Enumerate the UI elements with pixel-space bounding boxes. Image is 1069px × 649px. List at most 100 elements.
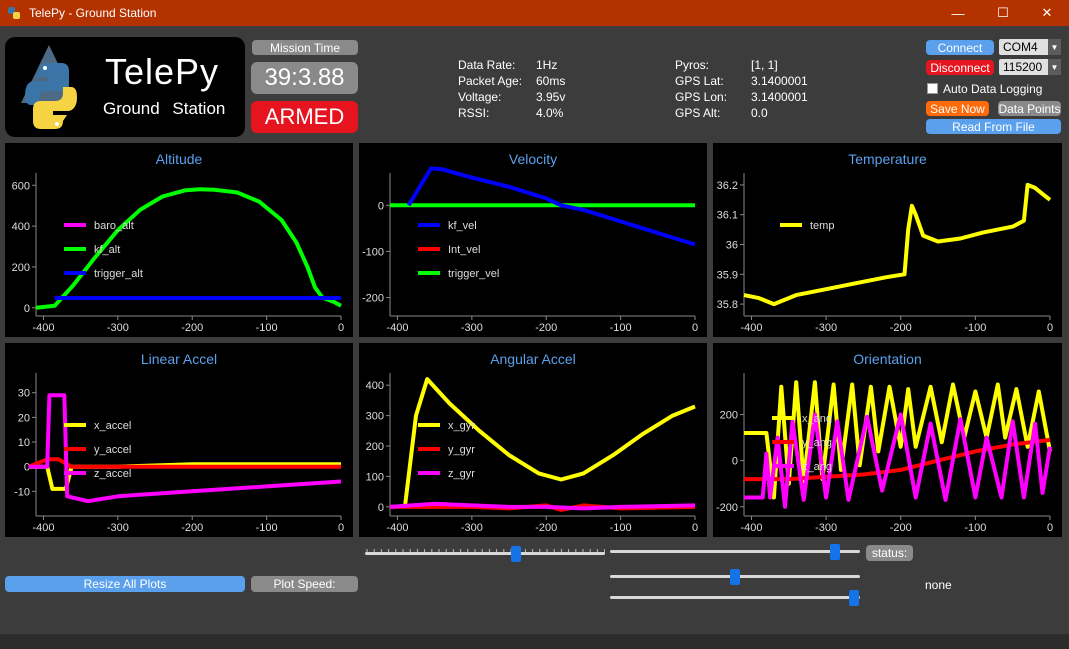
gps-lat-value: 3.1400001	[751, 74, 808, 88]
y-tick-label: 200	[12, 262, 30, 274]
y-tick-label: 0	[378, 200, 384, 212]
plot-orientation[interactable]: Orientation -400 -300 -200 -100 0 200 0 -200 x_an…	[713, 343, 1062, 537]
packet-age-value: 60ms	[536, 74, 566, 88]
baud-value: 115200	[1003, 60, 1043, 74]
legend-label: Int_vel	[448, 244, 480, 256]
legend-label: z_ang	[802, 461, 832, 473]
legend-label: kf_alt	[94, 244, 120, 256]
logo-subtitle: Ground Station	[103, 99, 226, 118]
plot-title: Temperature	[848, 151, 927, 167]
y-tick-label: 400	[366, 380, 384, 392]
mission-time-label: Mission Time	[252, 40, 358, 55]
plot-speed-label: Plot Speed:	[251, 576, 358, 592]
read-from-file-button[interactable]: Read From File	[926, 119, 1061, 134]
status-label: status:	[866, 545, 913, 561]
auto-logging-label: Auto Data Logging	[943, 82, 1043, 96]
x-tick-label: -100	[964, 522, 986, 534]
telemetry-labels: Data Rate: Packet Age: Voltage: RSSI:	[458, 57, 522, 121]
y-tick-label: 600	[12, 180, 30, 192]
auto-logging-checkbox[interactable]	[927, 83, 938, 94]
plot-canvas: -400 -300 -200 -100 0 0 -100 -200 kf_vel Int_velt…	[362, 166, 698, 334]
status-bar	[0, 634, 1069, 649]
data-rate-label: Data Rate:	[458, 58, 516, 72]
x-tick-label: -300	[107, 322, 129, 334]
x-tick-label: -400	[386, 522, 408, 534]
armed-status: ARMED	[251, 101, 358, 133]
connect-button[interactable]: Connect	[926, 40, 994, 55]
data-points-button[interactable]: Data Points	[998, 101, 1061, 116]
plot-speed-slider-handle[interactable]	[511, 546, 521, 562]
y-tick-label: -100	[362, 246, 384, 258]
y-tick-label: 300	[366, 411, 384, 423]
series-z_ang	[744, 412, 1052, 509]
slider-3[interactable]	[610, 596, 860, 599]
y-tick-label: 200	[366, 441, 384, 453]
y-tick-label: 200	[720, 410, 738, 422]
port-select[interactable]: COM4 ▼	[999, 39, 1061, 55]
legend-label: x_ang	[802, 413, 832, 425]
series-temp	[743, 182, 1052, 307]
gps-lon-value: 3.1400001	[751, 90, 808, 104]
x-tick-label: -400	[740, 322, 762, 334]
plot-linear-accel[interactable]: Linear Accel -400 -300 -200 -100 0 30 20 10 0 -10 x…	[5, 343, 353, 537]
x-tick-label: -200	[890, 522, 912, 534]
plot-temperature[interactable]: Temperature -400 -300 -200 -100 0 36.2 36.1 36 35…	[713, 143, 1062, 337]
y-tick-label: 0	[378, 502, 384, 514]
slider-1[interactable]	[610, 550, 860, 553]
y-tick-label: 36.2	[717, 180, 738, 192]
y-tick-label: 36.1	[717, 210, 738, 222]
plot-title: Angular Accel	[490, 351, 576, 367]
y-tick-label: 400	[12, 221, 30, 233]
x-tick-label: 0	[338, 322, 344, 334]
x-tick-label: -400	[32, 522, 54, 534]
legend-label: y_ang	[802, 437, 832, 449]
y-tick-label: -200	[716, 502, 738, 514]
x-tick-label: -100	[610, 522, 632, 534]
title-bar: TelePy - Ground Station — ☐ ✕	[0, 0, 1069, 26]
series-kf_alt	[35, 187, 342, 310]
legend-label: trigger_vel	[448, 268, 499, 280]
plot-title: Orientation	[853, 351, 922, 367]
legend-label: x_gyr	[448, 420, 475, 432]
slider-1-handle[interactable]	[830, 544, 840, 560]
logo-title: TelePy	[105, 51, 220, 92]
logo-panel: TelePy Ground Station	[5, 37, 245, 137]
y-tick-label: 36	[726, 240, 738, 252]
legend-label: y_gyr	[448, 444, 475, 456]
plot-altitude[interactable]: Altitude -400 -300 -200 -100 0 600 400 200 0 baro_…	[5, 143, 353, 337]
x-tick-label: -100	[964, 322, 986, 334]
disconnect-button[interactable]: Disconnect	[926, 60, 994, 75]
y-tick-label: 0	[732, 456, 738, 468]
plot-speed-slider[interactable]	[365, 552, 605, 555]
voltage-label: Voltage:	[458, 90, 502, 104]
baud-select[interactable]: 115200 ▼	[999, 59, 1061, 75]
maximize-button[interactable]: ☐	[997, 5, 1009, 20]
python-logo-icon	[21, 45, 77, 129]
close-button[interactable]: ✕	[1041, 5, 1053, 20]
y-tick-label: 35.8	[717, 299, 738, 311]
plot-angular-accel[interactable]: Angular Accel -400 -300 -200 -100 0 400 300 200 1…	[359, 343, 707, 537]
y-tick-label: 35.9	[717, 269, 738, 281]
status-value: none	[925, 578, 952, 592]
x-tick-label: -400	[32, 322, 54, 334]
gps-lon-label: GPS Lon:	[675, 90, 728, 104]
y-tick-label: 0	[24, 462, 30, 474]
plot-title: Velocity	[508, 151, 558, 167]
plot-canvas: -400 -300 -200 -100 0 36.2 36.1 36 35.9 35.8 temp	[717, 173, 1053, 334]
y-tick-label: 100	[366, 471, 384, 483]
x-tick-label: 0	[338, 522, 344, 534]
gps-values: [1, 1] 3.1400001 3.1400001 0.0	[751, 57, 808, 121]
plot-title: Linear Accel	[140, 351, 218, 367]
resize-all-plots-button[interactable]: Resize All Plots	[5, 576, 245, 592]
x-tick-label: -300	[461, 522, 483, 534]
plot-velocity[interactable]: Velocity -400 -300 -200 -100 0 0 -100 -200 kf_vel…	[359, 143, 707, 337]
series-kf_vel	[406, 166, 696, 247]
slider-3-handle[interactable]	[849, 590, 859, 606]
save-now-button[interactable]: Save Now	[926, 101, 989, 116]
series-x_ang	[744, 380, 1052, 500]
minimize-button[interactable]: —	[951, 5, 965, 21]
python-icon	[8, 7, 20, 19]
mission-time-value: 39:3.88	[251, 62, 358, 94]
gps-alt-value: 0.0	[751, 106, 768, 120]
slider-2-handle[interactable]	[730, 569, 740, 585]
